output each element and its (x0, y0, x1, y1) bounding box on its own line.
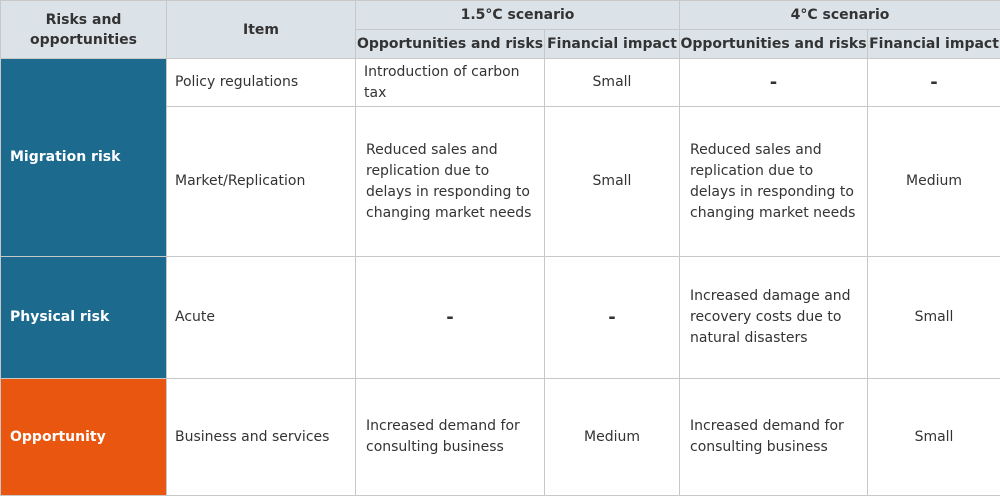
item-business-and-services: Business and services (167, 379, 356, 496)
header-scenario-4: 4°C scenario (680, 1, 1000, 30)
scenario-4-impact: Medium (868, 107, 1000, 257)
scenario-15-impact: Small (545, 107, 680, 257)
table-row: Physical risk Acute - - Increased damage… (1, 257, 1000, 379)
item-market-replication: Market/Replication (167, 107, 356, 257)
scenario-4-text: Increased demand for consulting business (680, 379, 868, 496)
table-row: Migration risk Policy regulations Introd… (1, 59, 1000, 107)
scenario-15-text: - (356, 257, 545, 379)
scenario-15-impact: Medium (545, 379, 680, 496)
item-acute: Acute (167, 257, 356, 379)
table-row: Opportunity Business and services Increa… (1, 379, 1000, 496)
scenario-4-text: Reduced sales and replication due to del… (680, 107, 868, 257)
scenario-15-text: Introduction of carbon tax (356, 59, 545, 107)
scenario-15-text: Reduced sales and replication due to del… (356, 107, 545, 257)
scenario-4-impact: Small (868, 379, 1000, 496)
category-physical-risk: Physical risk (1, 257, 167, 379)
header-risks-and-opportunities: Risks and opportunities (1, 1, 167, 59)
scenario-15-impact: Small (545, 59, 680, 107)
scenario-4-text: - (680, 59, 868, 107)
item-policy-regulations: Policy regulations (167, 59, 356, 107)
header-item: Item (167, 1, 356, 59)
category-opportunity: Opportunity (1, 379, 167, 496)
scenario-4-impact: Small (868, 257, 1000, 379)
header-opportunities-and-risks-1-5: Opportunities and risks (356, 30, 545, 59)
category-migration-risk: Migration risk (1, 59, 167, 257)
scenario-15-text: Increased demand for consulting business (356, 379, 545, 496)
header-scenario-1-5: 1.5°C scenario (356, 1, 680, 30)
scenario-15-impact: - (545, 257, 680, 379)
scenario-4-text: Increased damage and recovery costs due … (680, 257, 868, 379)
scenario-4-impact: - (868, 59, 1000, 107)
header-financial-impact-1-5: Financial impact (545, 30, 680, 59)
header-financial-impact-4: Financial impact (868, 30, 1000, 59)
header-opportunities-and-risks-4: Opportunities and risks (680, 30, 868, 59)
